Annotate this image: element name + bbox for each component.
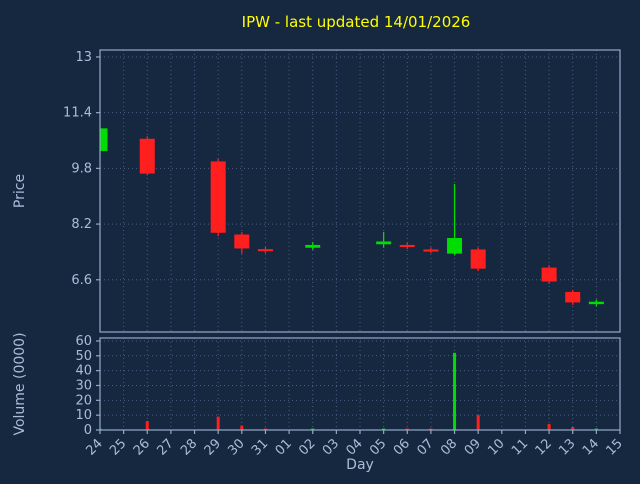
volume-tick-label: 30 <box>75 378 92 393</box>
candle-body <box>257 249 273 252</box>
volume-tick-label: 60 <box>75 334 92 349</box>
price-plot-border <box>99 49 621 333</box>
volume-bar <box>311 428 315 430</box>
grid-layer <box>99 50 621 431</box>
x-tick-label: 24 <box>84 436 106 458</box>
x-tick-label: 12 <box>533 436 555 458</box>
chart-title: IPW - last updated 14/01/2026 <box>242 13 471 31</box>
price-tick-label: 9.8 <box>71 161 92 176</box>
volume-tick-label: 10 <box>75 408 92 423</box>
volume-bar <box>571 427 575 430</box>
candle-body <box>565 291 581 303</box>
volume-plot-border <box>99 337 621 431</box>
x-tick-label: 08 <box>438 436 460 458</box>
x-tick-label: 29 <box>202 436 224 458</box>
candle-body <box>541 267 557 282</box>
candle-body <box>399 244 415 248</box>
volume-tick-label: 40 <box>75 364 92 379</box>
x-tick-label: 03 <box>320 436 342 458</box>
volume-tick-label: 0 <box>84 423 92 438</box>
x-tick-label: 13 <box>556 436 578 458</box>
candle-body <box>588 301 604 305</box>
x-tick-label: 15 <box>604 436 626 458</box>
candle-body <box>423 249 439 252</box>
x-tick-label: 05 <box>367 436 389 458</box>
volume-bar <box>453 352 457 430</box>
candle-body <box>234 234 250 249</box>
volume-bar <box>240 425 244 430</box>
volume-bar <box>476 415 480 430</box>
x-tick-label: 04 <box>344 436 366 458</box>
x-tick-label: 27 <box>154 436 176 458</box>
volume-axis-label: Volume (0000) <box>12 332 28 435</box>
volume-bar <box>382 428 386 430</box>
volume-bar <box>405 428 409 430</box>
x-tick-label: 01 <box>273 436 295 458</box>
volume-bar <box>547 424 551 430</box>
x-tick-label: 28 <box>178 436 200 458</box>
volume-bar <box>100 428 102 430</box>
x-tick-label: 25 <box>107 436 129 458</box>
volume-bar <box>429 428 433 430</box>
candle-body <box>305 244 321 248</box>
x-tick-label: 11 <box>509 436 531 458</box>
price-axis-label: Price <box>12 174 28 208</box>
x-tick-label: 06 <box>391 436 413 458</box>
volume-bar <box>216 416 220 430</box>
volume-tick-label: 50 <box>75 349 92 364</box>
price-tick-label: 11.4 <box>63 106 92 121</box>
volume-tick-label: 20 <box>75 393 92 408</box>
candle-body <box>100 128 108 151</box>
volume-bar <box>594 428 598 430</box>
price-tick-label: 6.6 <box>71 273 92 288</box>
x-tick-label: 14 <box>580 436 602 458</box>
candle-series <box>100 127 604 307</box>
x-tick-label: 31 <box>249 436 271 458</box>
candle-body <box>376 241 392 245</box>
price-tick-label: 13 <box>75 50 92 65</box>
volume-bar <box>145 421 149 430</box>
candle-body <box>139 138 155 174</box>
candle-body <box>210 161 226 233</box>
x-tick-label: 26 <box>131 436 153 458</box>
x-tick-label: 07 <box>414 436 436 458</box>
candle-body <box>447 238 463 254</box>
x-axis-label: Day <box>346 457 374 473</box>
volume-bar <box>263 428 267 430</box>
x-tick-label: 02 <box>296 436 318 458</box>
x-tick-label: 30 <box>225 436 247 458</box>
volume-series <box>100 352 598 430</box>
x-tick-label: 10 <box>485 436 507 458</box>
candle-body <box>470 249 486 269</box>
x-tick-label: 09 <box>462 436 484 458</box>
price-tick-label: 8.2 <box>71 217 92 232</box>
